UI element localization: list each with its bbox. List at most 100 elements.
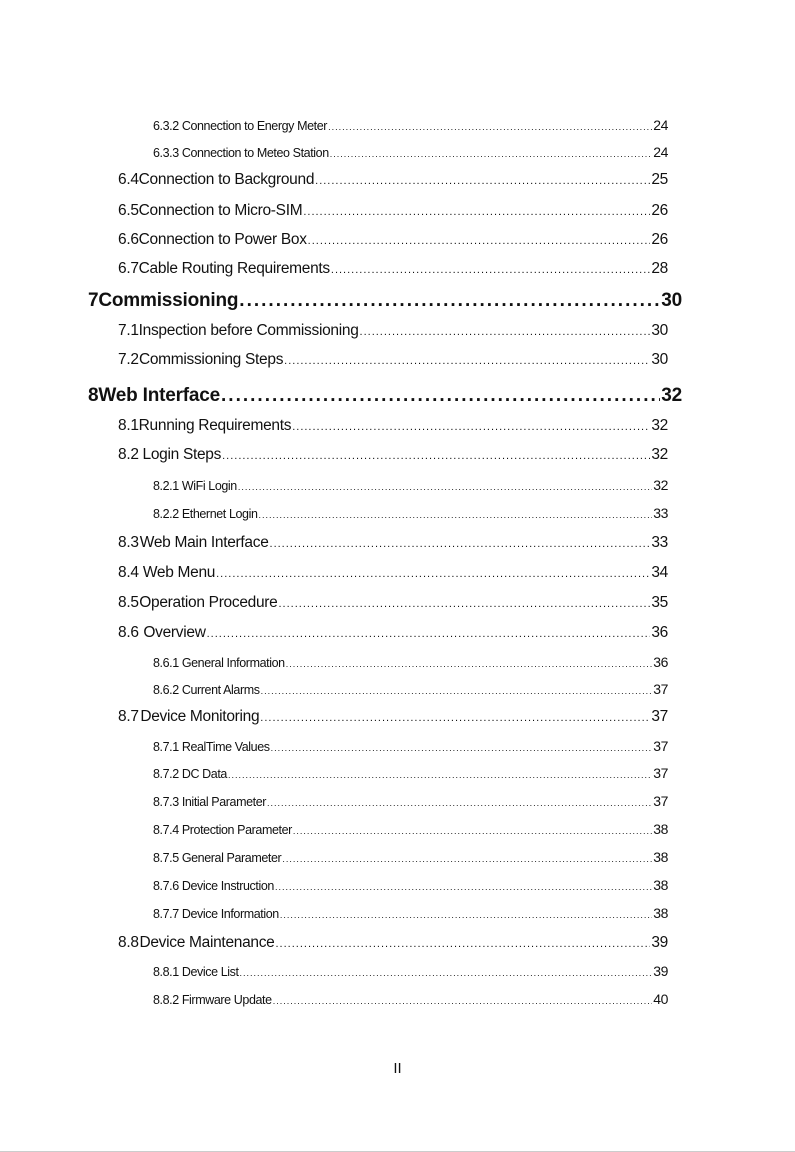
toc-entry-page: 35 xyxy=(651,594,668,611)
toc-entry-page: 38 xyxy=(653,877,668,893)
dot-leader xyxy=(238,482,652,492)
dot-leader xyxy=(260,712,650,724)
dot-leader xyxy=(275,882,652,892)
toc-entry-page: 34 xyxy=(651,564,668,581)
toc-entry-title: Protection Parameter xyxy=(181,823,293,837)
toc-entry-page: 37 xyxy=(653,738,668,754)
dot-leader xyxy=(315,175,650,187)
toc-entry[interactable]: 8.7.2DC Data 37 xyxy=(153,765,668,781)
page-number: II xyxy=(393,1060,402,1077)
dot-leader xyxy=(273,996,653,1006)
toc-entry-page: 24 xyxy=(653,117,668,133)
toc-entry-number: 7 xyxy=(88,290,99,311)
toc-entry-title: Device Maintenance xyxy=(139,934,275,951)
dot-leader xyxy=(222,450,650,462)
toc-entry-title: Connection to Micro-SIM xyxy=(138,202,303,219)
toc-entry-number: 8.2.1 xyxy=(153,479,179,493)
toc-entry-page: 32 xyxy=(661,385,682,406)
toc-entry-number: 8.2.2 xyxy=(153,507,179,521)
toc-entry-title: DC Data xyxy=(181,767,228,781)
toc-entry-title: Ethernet Login xyxy=(181,507,258,521)
toc-entry-number: 8.7.3 xyxy=(153,795,179,809)
toc-entry-title: Device List xyxy=(181,965,239,979)
toc-entry-title: Login Steps xyxy=(142,446,222,463)
toc-entry-number: 6.4 xyxy=(118,171,139,188)
dot-leader xyxy=(282,854,652,864)
dot-leader xyxy=(228,770,652,780)
toc-entry-title: Operation Procedure xyxy=(139,594,278,611)
dot-leader xyxy=(280,910,652,920)
toc-entry-title: Connection to Energy Meter xyxy=(181,119,328,133)
toc-entry-title: WiFi Login xyxy=(181,479,237,493)
toc-entry-page: 32 xyxy=(651,417,668,434)
toc-entry-title: Device Information xyxy=(181,907,279,921)
toc-entry-number: 8.7.5 xyxy=(153,851,179,865)
dot-leader xyxy=(308,235,651,247)
toc-entry-page: 33 xyxy=(651,534,668,551)
toc-entry-number: 8.6 xyxy=(118,624,139,641)
dot-leader xyxy=(271,743,653,753)
dot-leader xyxy=(216,568,650,580)
toc-entry-number: 8.8 xyxy=(118,934,139,951)
toc-entry-title: Current Alarms xyxy=(181,683,260,697)
dot-leader xyxy=(284,355,650,367)
toc-entry-page: 32 xyxy=(653,477,668,493)
toc-entry-number: 8.8.1 xyxy=(153,965,179,979)
toc-entry-title: Commissioning Steps xyxy=(138,351,284,368)
toc-entry-title: Device Instruction xyxy=(181,879,275,893)
toc-entry-number: 8.6.1 xyxy=(153,656,179,670)
toc-entry-page: 38 xyxy=(653,905,668,921)
toc-entry-page: 26 xyxy=(651,202,668,219)
toc-entry-title: General Information xyxy=(181,656,285,670)
toc-entry-page: 30 xyxy=(651,322,668,339)
dot-leader xyxy=(286,659,653,669)
toc-entry-title: Firmware Update xyxy=(181,993,272,1007)
toc-entry-number: 7.2 xyxy=(118,351,139,368)
toc-entry-title: Connection to Background xyxy=(138,171,315,188)
dot-leader xyxy=(239,290,660,312)
toc-entry-number: 8.7.1 xyxy=(153,740,179,754)
dot-leader xyxy=(360,326,651,338)
toc-entry-page: 36 xyxy=(651,624,668,641)
toc-entry-number: 8.7.2 xyxy=(153,767,179,781)
toc-entry-title: Running Requirements xyxy=(138,417,292,434)
toc-entry-title: Connection to Power Box xyxy=(138,231,307,248)
toc-entry-page: 38 xyxy=(653,849,668,865)
toc-entry-page: 37 xyxy=(653,793,668,809)
toc-entry-title: Initial Parameter xyxy=(181,795,267,809)
toc-entry-title: Overview xyxy=(143,624,206,641)
dot-leader xyxy=(293,826,652,836)
toc-entry-page: 30 xyxy=(661,290,682,311)
dot-leader xyxy=(259,510,653,520)
